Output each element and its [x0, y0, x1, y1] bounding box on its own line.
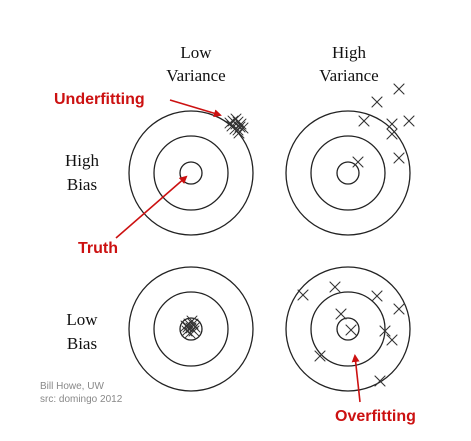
- x-mark-icon: [230, 113, 242, 125]
- header-low-variance-line2: Variance: [166, 66, 225, 85]
- underfitting-label: Underfitting: [54, 91, 145, 108]
- target-high-bias-low-variance: [128, 110, 254, 236]
- header-low-variance-line1: Low: [180, 43, 212, 62]
- x-mark-icon: [297, 289, 309, 301]
- x-mark-icon: [233, 127, 245, 139]
- x-mark-icon: [386, 334, 398, 346]
- x-mark-icon: [379, 325, 391, 337]
- x-mark-icon: [329, 281, 341, 293]
- header-high-variance-line2: Variance: [319, 66, 378, 85]
- x-mark-icon: [188, 325, 200, 337]
- x-mark-icon: [374, 375, 386, 387]
- x-mark-icon: [335, 308, 347, 320]
- x-mark-icon: [184, 327, 196, 339]
- credit-source: src: domingo 2012: [40, 394, 123, 405]
- x-mark-icon: [352, 156, 364, 168]
- x-mark-icon: [393, 83, 405, 95]
- x-mark-icon: [224, 117, 236, 129]
- x-mark-icon: [371, 96, 383, 108]
- x-mark-icon: [345, 324, 357, 336]
- row-low-bias-line1: Low: [66, 310, 98, 329]
- x-mark-icon: [237, 122, 249, 134]
- target-low-bias-high-variance: [285, 266, 411, 392]
- x-mark-icon: [189, 321, 201, 333]
- overfitting-arrow: [351, 354, 361, 403]
- x-mark-icon: [187, 318, 199, 330]
- samples-low-bias-high-variance: [297, 281, 405, 387]
- x-mark-icon: [393, 303, 405, 315]
- samples-high-bias-high-variance: [352, 83, 415, 168]
- x-mark-icon: [386, 118, 398, 130]
- x-mark-icon: [314, 350, 326, 362]
- x-mark-icon: [358, 115, 370, 127]
- overfitting-label: Overfitting: [335, 408, 416, 425]
- row-high-bias-line2: Bias: [67, 175, 97, 194]
- samples-low-bias-low-variance: [180, 315, 201, 339]
- x-mark-icon: [186, 315, 198, 327]
- x-mark-icon: [371, 290, 383, 302]
- x-mark-icon: [403, 115, 415, 127]
- target-high-bias-high-variance: [285, 110, 411, 236]
- truth-label: Truth: [78, 240, 118, 257]
- target-low-bias-low-variance: [128, 266, 254, 392]
- underfitting-arrow: [169, 99, 222, 118]
- credit-author: Bill Howe, UW: [40, 381, 104, 392]
- x-mark-icon: [180, 320, 192, 332]
- truth-arrow: [115, 175, 188, 239]
- x-mark-icon: [386, 128, 398, 140]
- row-low-bias-line2: Bias: [67, 334, 97, 353]
- x-mark-icon: [393, 152, 405, 164]
- header-high-variance-line1: High: [332, 43, 367, 62]
- row-high-bias-line1: High: [65, 151, 100, 170]
- samples-high-bias-low-variance: [224, 113, 249, 139]
